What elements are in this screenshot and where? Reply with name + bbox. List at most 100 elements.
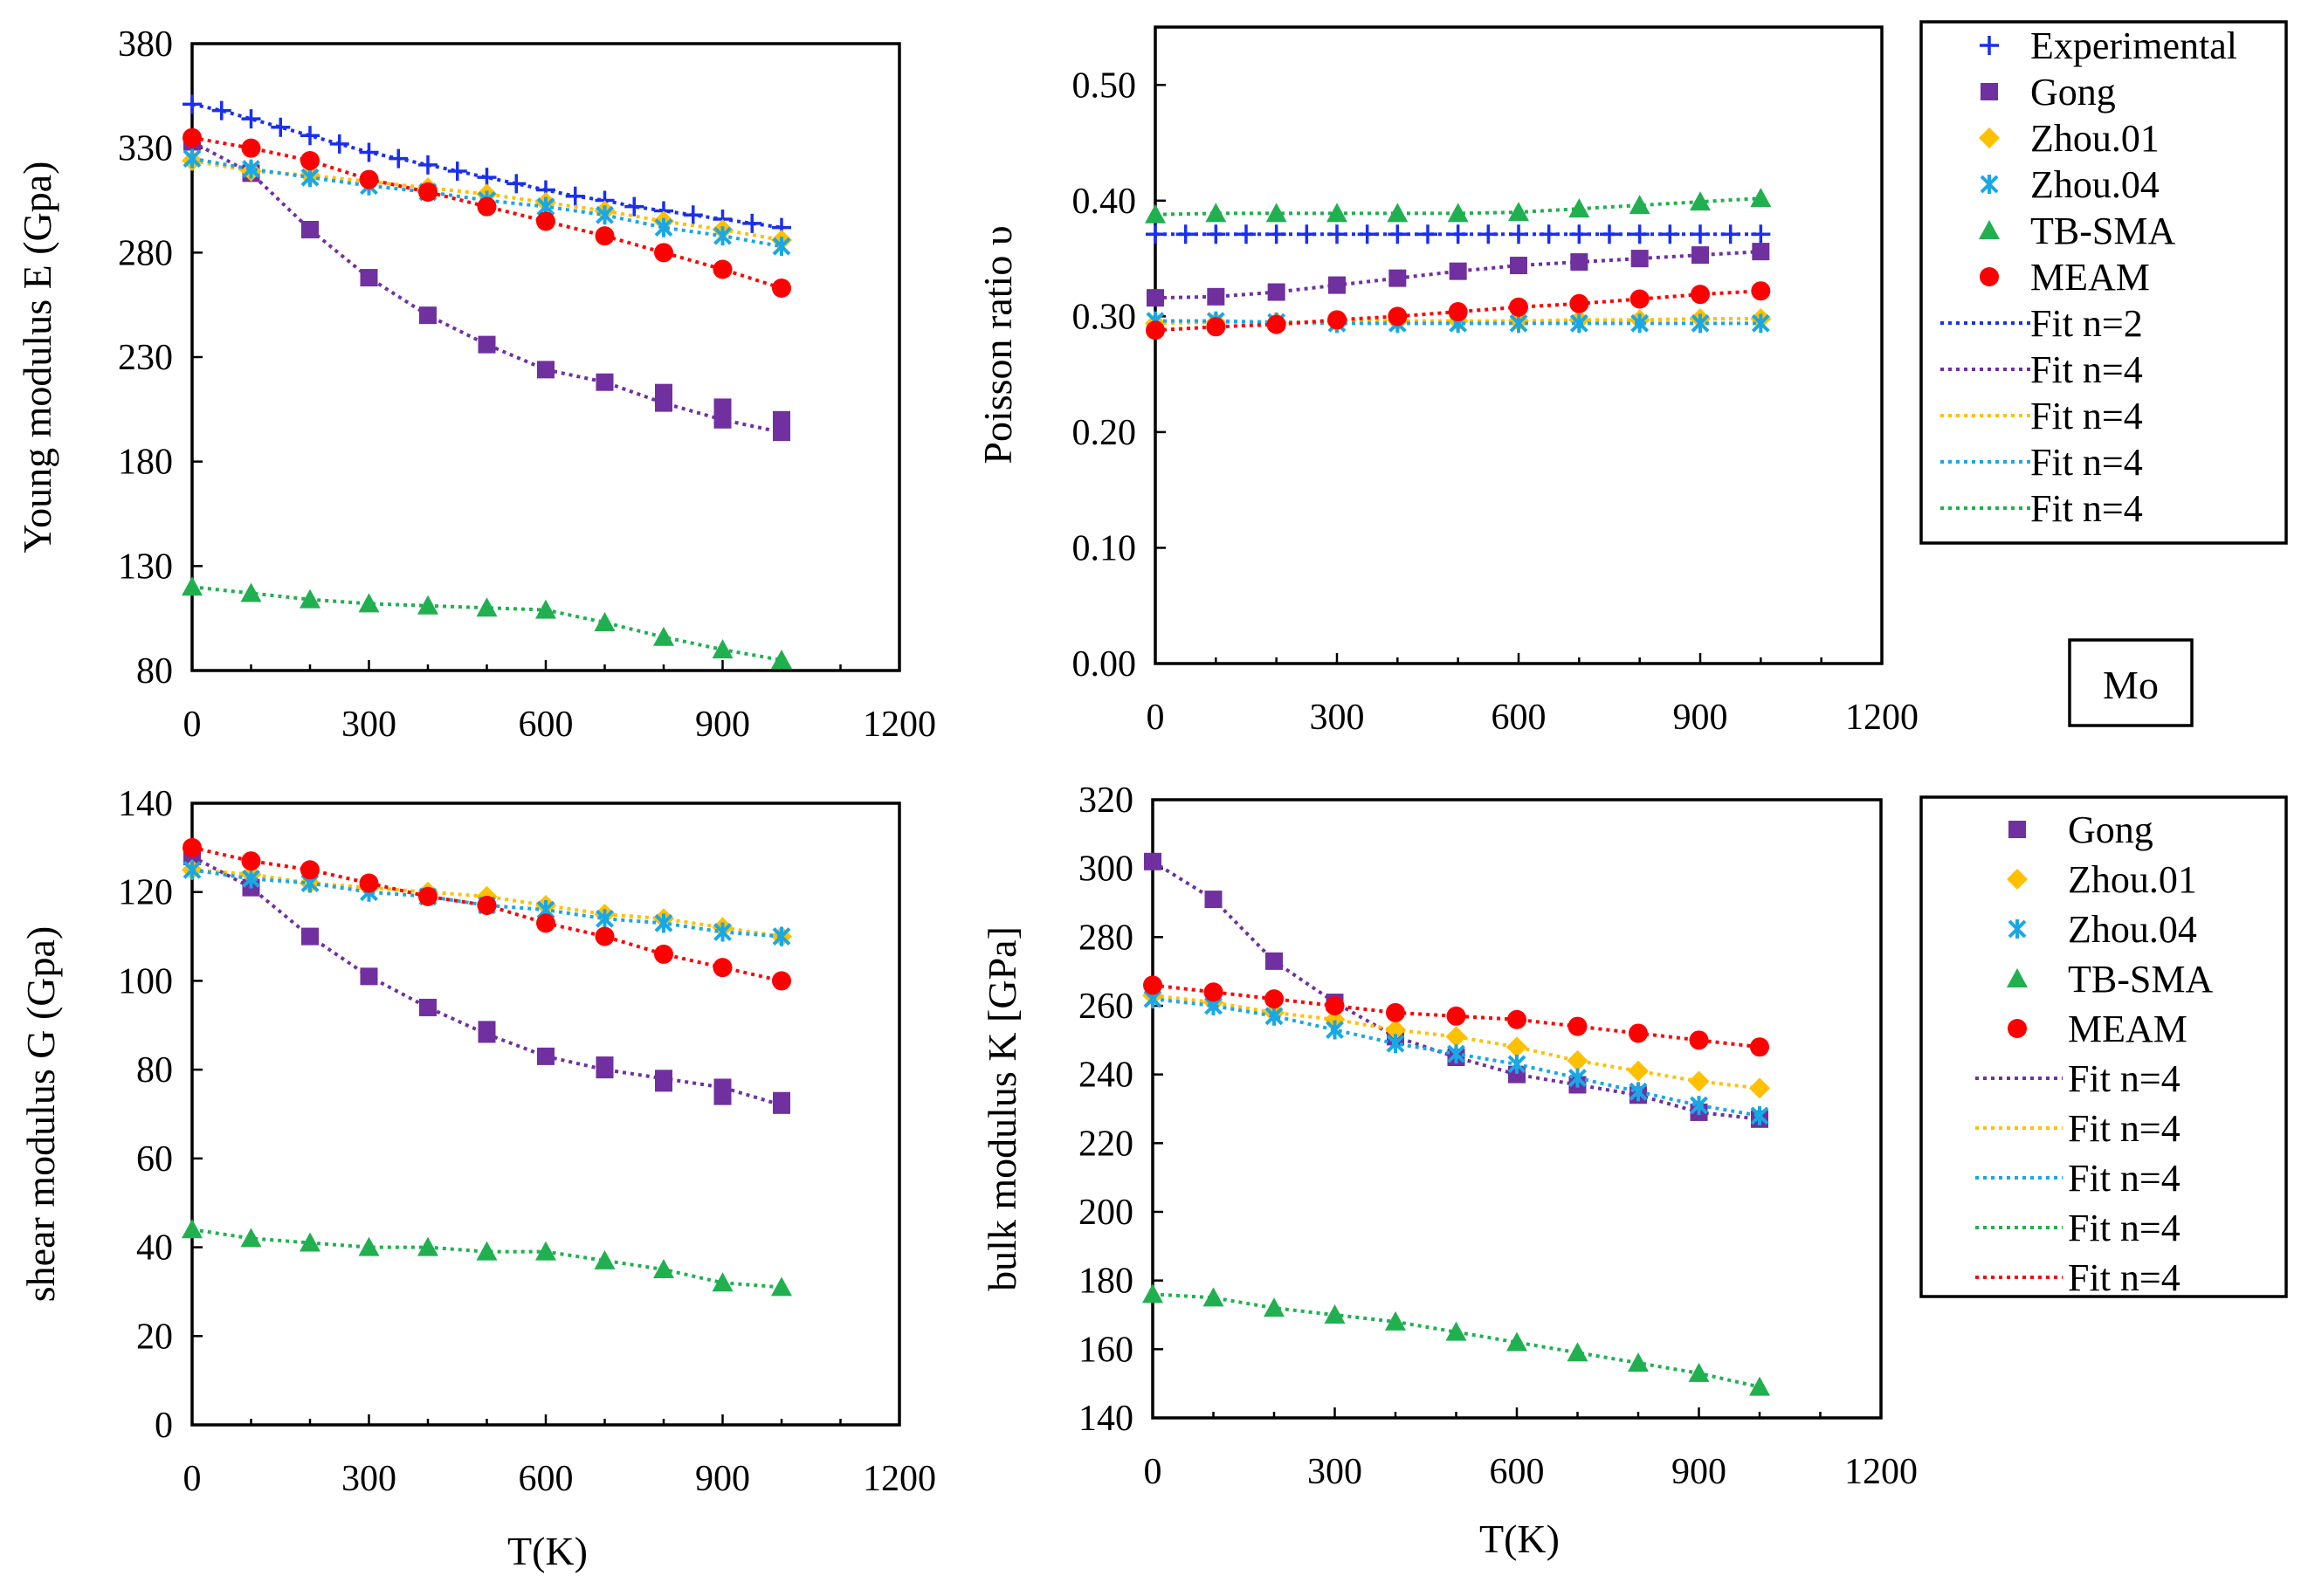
bulk-ytick-label: 260 [1078,987,1133,1027]
bulk-point-meam [1750,1037,1769,1057]
legend-top-label: Experimental [2030,24,2237,67]
bulk-point-meam [1629,1023,1648,1043]
young-point-experimental [506,174,527,194]
poisson-point-tbsma [1387,203,1409,223]
legend-bottom-label: TB-SMA [2068,958,2213,1001]
poisson-point-gong [1752,243,1770,261]
young-point-experimental [300,126,320,146]
young-point-experimental [418,155,437,175]
shear-point-gong [537,1047,555,1065]
shear-series-tbsma [182,1219,792,1297]
poisson-point-experimental [1237,224,1256,244]
poisson-plot-area [1154,25,1884,665]
young-series-tbsma [182,576,792,670]
bulk-point-zhou04 [1326,1020,1344,1040]
young-point-tbsma [653,626,674,646]
young-point-meam [183,127,202,148]
poisson-point-meam [1206,317,1226,337]
shear-point-meam [654,944,673,964]
young-ylabel: Young modulus E (Gpa) [15,162,59,554]
legend-top-label: MEAM [2030,256,2150,299]
shear-point-meam [418,886,437,906]
young-point-gong [301,221,319,239]
shear-point-zhou04 [654,913,673,933]
bulk-point-gong [1204,891,1223,909]
young-point-experimental [742,213,762,233]
poisson-point-tbsma [1508,202,1529,222]
young-point-meam [713,259,733,279]
young-point-experimental [683,205,703,225]
bulk-point-tbsma [1445,1321,1467,1341]
young-xtick-label: 900 [695,705,750,745]
bulk-point-zhou04 [1264,1006,1284,1026]
bulk-point-zhou04 [1690,1096,1708,1116]
young-ytick-label: 130 [118,547,173,587]
poisson-point-zhou04 [1509,313,1528,334]
poisson-xtick-label: 900 [1673,698,1728,738]
bulk-ytick-label: 280 [1078,918,1133,958]
legend-bottom: Gong Zhou.01 Zhou.04 TB-SMA MEAM Fit n=4 Fit n… [1975,808,2213,1299]
young-point-experimental [359,142,379,162]
legend-bottom-marker [2007,968,2028,987]
poisson-point-tbsma [1690,191,1711,211]
poisson-point-meam [1448,302,1468,322]
bulk-point-zhou01 [1445,1026,1467,1048]
poisson-point-tbsma [1265,203,1287,223]
young-ytick-label: 80 [136,651,173,691]
bulk-ytick-label: 200 [1078,1193,1133,1233]
material-label: Mo [2103,663,2159,707]
shear-xtick-label: 1200 [863,1459,936,1499]
bulk-point-tbsma [1324,1304,1346,1324]
young-point-tbsma [417,595,438,615]
poisson-xtick-label: 0 [1147,698,1165,738]
young-plot-area [190,42,901,672]
shear-point-meam [183,837,202,857]
legend-top-marker [1980,267,1999,286]
bulk-xtick-label: 600 [1490,1452,1545,1492]
material-label-box [2068,638,2194,727]
young-fit-line-experimental [191,102,782,230]
bulk-ytick-label: 180 [1078,1262,1133,1302]
shear-point-meam [359,873,379,893]
young-point-meam [477,196,497,217]
shear-point-gong2 [655,1074,672,1092]
poisson-series-meam [1146,281,1771,341]
bulk-point-zhou01 [1506,1036,1527,1058]
bulk-ytick-label: 320 [1078,781,1133,821]
shear-point-meam [713,958,733,978]
bulk-fit-line-zhou01 [1152,994,1760,1090]
bulk-point-tbsma [1749,1376,1770,1396]
legend-top-marker [1980,175,1999,194]
young-point-tbsma [594,611,616,631]
shear-xtick-label: 0 [183,1459,202,1499]
young-fit-line-meam [191,135,782,290]
shear-point-tbsma [535,1241,556,1261]
young-series-meam [183,127,791,299]
bulk-point-meam [1264,989,1284,1009]
legend-bottom-marker [2007,869,2028,890]
poisson-ytick-label: 0.40 [1072,182,1137,222]
bulk-point-meam [1567,1016,1588,1036]
poisson-ytick-label: 0.50 [1072,65,1137,106]
poisson-point-experimental [1146,224,1165,244]
poisson-xtick-label: 1200 [1845,698,1919,738]
poisson-point-experimental [1327,224,1347,244]
bulk-point-zhou01 [1385,1019,1406,1041]
poisson-point-tbsma [1326,203,1347,223]
shear-series-meam [183,837,791,991]
shear-point-tbsma [182,1219,203,1239]
young-point-tbsma [535,599,556,619]
young-point-meam [595,226,615,246]
young-point-gong [419,306,437,325]
shear-point-tbsma [358,1236,380,1256]
young-point-experimental [271,117,291,137]
bulk-xtick-label: 300 [1307,1452,1362,1492]
young-point-zhou04 [300,168,320,188]
bulk-point-tbsma [1506,1331,1527,1352]
shear-point-meam [300,860,320,880]
legend-bottom-marker [2008,919,2027,939]
poisson-point-zhou04 [1630,313,1650,334]
poisson-point-experimental [1297,224,1317,244]
poisson-point-meam [1509,297,1528,317]
poisson-point-experimental [1629,224,1650,244]
